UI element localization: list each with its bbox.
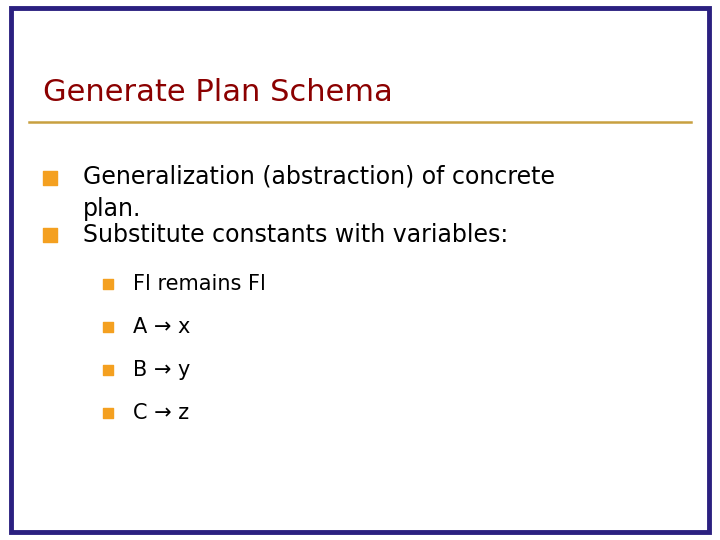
Text: B → y: B → y [133, 360, 191, 380]
Text: Substitute constants with variables:: Substitute constants with variables: [83, 223, 508, 247]
Text: C → z: C → z [133, 403, 189, 423]
Text: Fl remains Fl: Fl remains Fl [133, 273, 266, 294]
Text: Generate Plan Schema: Generate Plan Schema [43, 78, 393, 107]
Point [102, 366, 114, 374]
Point [45, 174, 56, 183]
Point [102, 409, 114, 417]
Point [45, 231, 56, 239]
Point [102, 279, 114, 288]
Text: A → x: A → x [133, 316, 191, 337]
Point [102, 322, 114, 331]
FancyBboxPatch shape [11, 8, 709, 532]
Text: Generalization (abstraction) of concrete
plan.: Generalization (abstraction) of concrete… [83, 165, 555, 221]
